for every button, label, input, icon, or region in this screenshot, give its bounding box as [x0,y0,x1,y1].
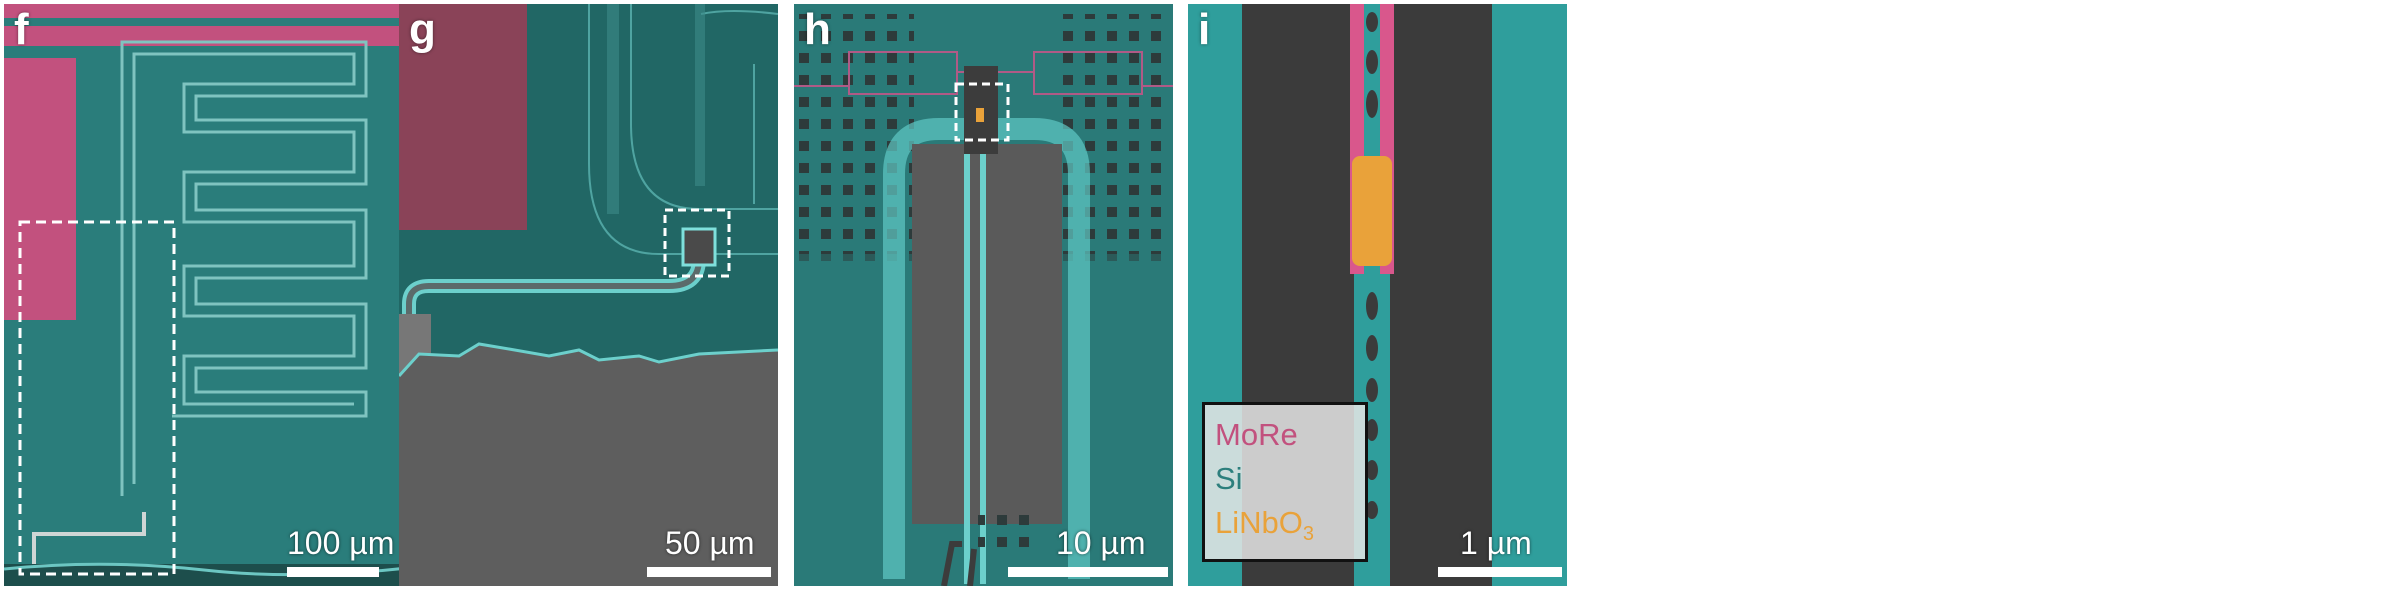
panel-letter: g [409,5,436,54]
panel-letter: i [1198,5,1211,54]
material-legend: MoRe Si LiNbO3 [1202,402,1368,562]
linbo3-spot [976,108,984,122]
more-pad [399,4,527,230]
meander-resonator [120,40,368,496]
panel-letter: h [804,5,831,54]
panel-i: i MoRe Si LiNbO3 1 µm [1188,4,1567,586]
scale-label: 50 µm [665,525,755,561]
zoom-box-g [663,208,731,278]
zoom-box-f [18,220,176,576]
zoom-box-h [954,82,1010,142]
scale-label: 1 µm [1460,525,1532,561]
legend-item-si: Si [1215,461,1243,496]
legend-item-linbo3: LiNbO3 [1215,505,1314,546]
more-pad-left [4,58,76,320]
nanobeam-holes [1366,12,1378,519]
gap-region [912,144,1062,524]
scale-bar [1438,567,1562,577]
panel-letter: f [14,5,29,54]
scale-label: 100 µm [287,525,395,561]
panel-g: g 50 µm [399,4,778,586]
scale-bar [287,567,379,577]
scale-bar [1008,567,1168,577]
panel-h-image [794,4,1173,586]
gap-right [1390,4,1492,586]
linbo3-block [1352,156,1392,266]
panel-g-image [399,4,778,586]
scale-bar [647,567,771,577]
panel-h: h 10 µm [794,4,1173,586]
legend-item-more: MoRe [1215,417,1298,452]
scale-label: 10 µm [1056,525,1146,561]
